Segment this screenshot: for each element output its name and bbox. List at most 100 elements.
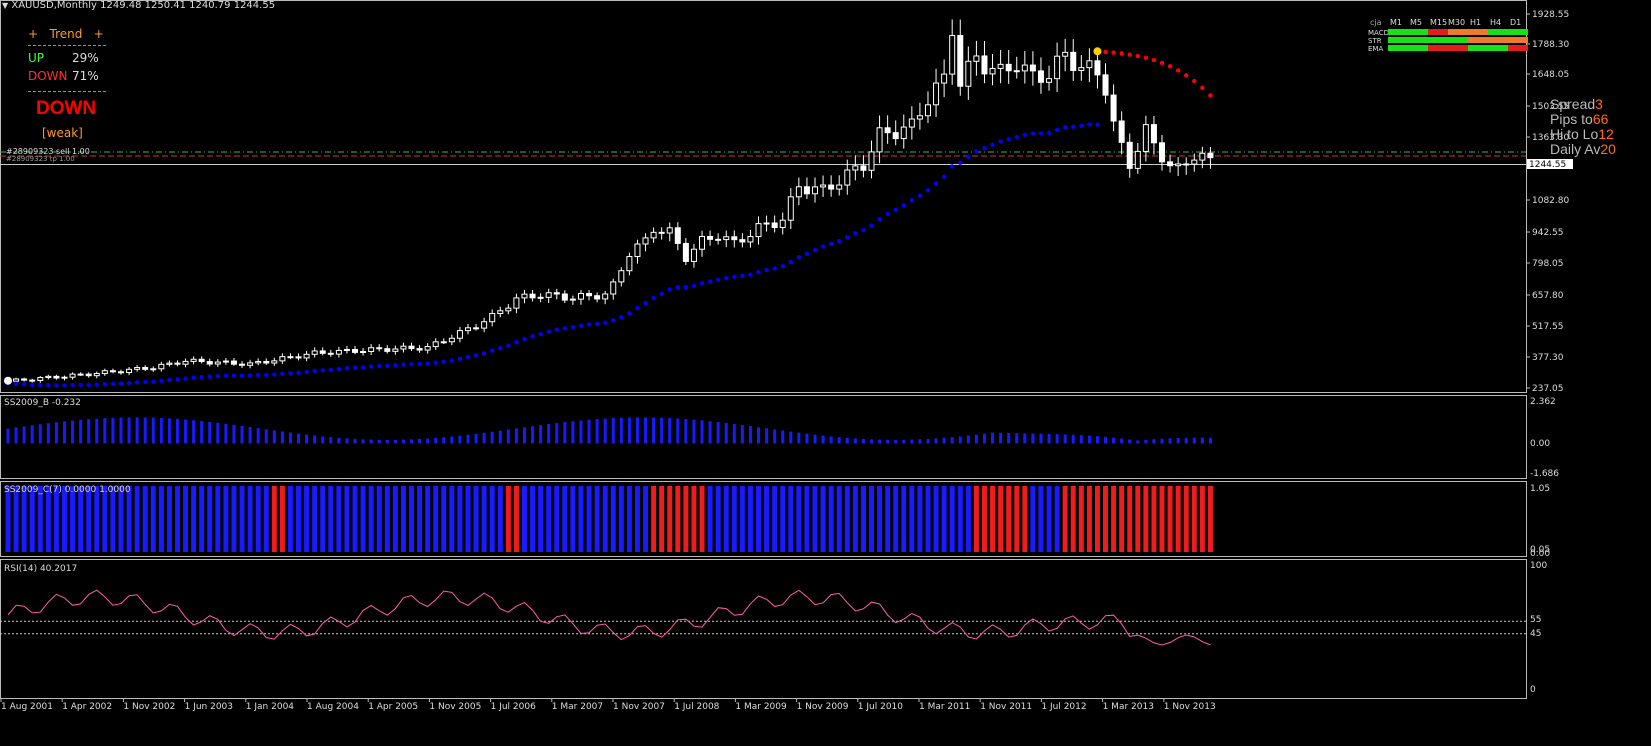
candle-body (239, 363, 246, 366)
ss-b-bar (127, 417, 131, 444)
candle-body (884, 127, 891, 134)
ss-b-bar (1120, 438, 1124, 444)
ma-dot-blue (659, 291, 664, 296)
ss-b-bar (627, 417, 631, 444)
candle-body (1094, 60, 1101, 76)
candle-body (795, 186, 802, 198)
ss-b-bar (571, 421, 575, 444)
trend-signal: DOWN (36, 98, 97, 119)
price-axis-label: 377.30 (1532, 353, 1564, 363)
candle-body (230, 360, 237, 365)
ma-dot-blue (812, 247, 818, 253)
candle-body (1110, 94, 1117, 122)
ma-dot-blue (336, 366, 342, 372)
ma-dot-blue (377, 363, 382, 369)
mtf-cell (1468, 29, 1488, 35)
ma-dot-blue (570, 325, 576, 330)
ss-c-bar (320, 486, 326, 552)
hilo-label: Hi to Lo (1550, 126, 1599, 142)
candle-body (924, 104, 931, 117)
ma-dot-blue (296, 370, 301, 375)
candle-body (650, 231, 657, 239)
ss-c-bar (94, 486, 100, 552)
ss-b-bar (547, 424, 551, 444)
ma-dot-blue (925, 188, 931, 193)
ma-dot-blue (578, 323, 584, 328)
candle-body (376, 347, 383, 350)
symbol-text: XAUUSD,Monthly 1249.48 1250.41 1240.79 1… (11, 0, 276, 11)
candle-body (658, 231, 665, 234)
ss-b-bar (1208, 437, 1212, 444)
ma-dot-blue (861, 227, 866, 233)
candle-body (529, 293, 536, 299)
candle-body (1037, 70, 1044, 83)
ma-dot-blue (490, 348, 495, 353)
ss-b-bar (1104, 436, 1108, 444)
pips-info: Pips to66 (1550, 111, 1608, 127)
ss-b-bar (167, 418, 171, 444)
date-axis-label: 1 Apr 2005 (368, 702, 418, 712)
ss-c-bar (1199, 486, 1205, 552)
candle-body (327, 352, 334, 355)
ss-c-bar (1175, 486, 1181, 552)
ss-c-bar (1103, 486, 1109, 552)
candle-body (763, 222, 770, 225)
ss-c-axis-label: 0.00 (1530, 549, 1550, 559)
candle-body (803, 186, 810, 195)
ss-c-bar (860, 486, 866, 552)
order-label-tp[interactable]: #28909323 tp 1.00 (6, 155, 75, 163)
price-axis-label: 1363.30 (1532, 133, 1569, 143)
mtf-cell (1488, 45, 1508, 51)
ss-b-bar (345, 438, 349, 444)
ss-b-bar (54, 422, 58, 444)
candle-body (1199, 152, 1206, 161)
ma-dot-blue (586, 322, 592, 327)
ma-dot-red (1159, 60, 1165, 66)
price-axis-label: 1082.80 (1532, 196, 1569, 206)
ss-b-bar (684, 419, 688, 444)
date-axis-label: 1 Aug 2001 (1, 702, 53, 712)
candle-body (707, 235, 714, 240)
spread-info: Spread3 (1550, 96, 1603, 112)
ma-dot-blue (352, 365, 358, 370)
ss-c-bar (473, 486, 479, 552)
ss-b-bar (692, 419, 696, 444)
ss-b-bar (748, 426, 752, 444)
ss-c-bar (618, 486, 624, 552)
ss-c-bar (764, 486, 770, 552)
candle-body (787, 196, 794, 221)
order-label-sell[interactable]: #28909323 sell 1.00 (6, 147, 90, 156)
candle-body (360, 351, 367, 354)
candle-body (109, 370, 116, 373)
ss-b-bar (1112, 437, 1116, 444)
ss-b-bar (1015, 433, 1019, 444)
ma-dot-blue (804, 251, 810, 257)
mtf-cell (1428, 45, 1448, 51)
ss-b-bar (159, 417, 163, 444)
ss-c-bar (1078, 486, 1084, 552)
ma-dot-blue (1071, 124, 1076, 129)
ma-dot-blue (110, 381, 116, 387)
ss-c-bar (683, 486, 689, 552)
red-ma-group (1095, 49, 1213, 98)
candle-body (416, 348, 423, 351)
ss-b-bar (1047, 433, 1051, 444)
mtf-row-label: EMA (1368, 45, 1383, 53)
ss-c-bar (174, 486, 180, 552)
ss-b-bar (1136, 440, 1140, 444)
ss-c-bar (578, 486, 584, 552)
date-axis-label: 1 Jan 2004 (246, 702, 294, 712)
ma-dot-blue (893, 207, 898, 213)
ss-b-bar (256, 428, 260, 444)
ss-c-bar (255, 486, 261, 552)
ss-b-bar (595, 419, 599, 444)
candle-body (569, 298, 576, 301)
ma-dot-blue (788, 259, 793, 265)
ss-b-bar (450, 436, 454, 444)
ss-b-bar (716, 422, 720, 444)
ss-c-bar (973, 486, 979, 552)
mtf-cell (1448, 29, 1468, 35)
candle-body (473, 327, 480, 330)
ma-dot-blue (933, 181, 939, 186)
